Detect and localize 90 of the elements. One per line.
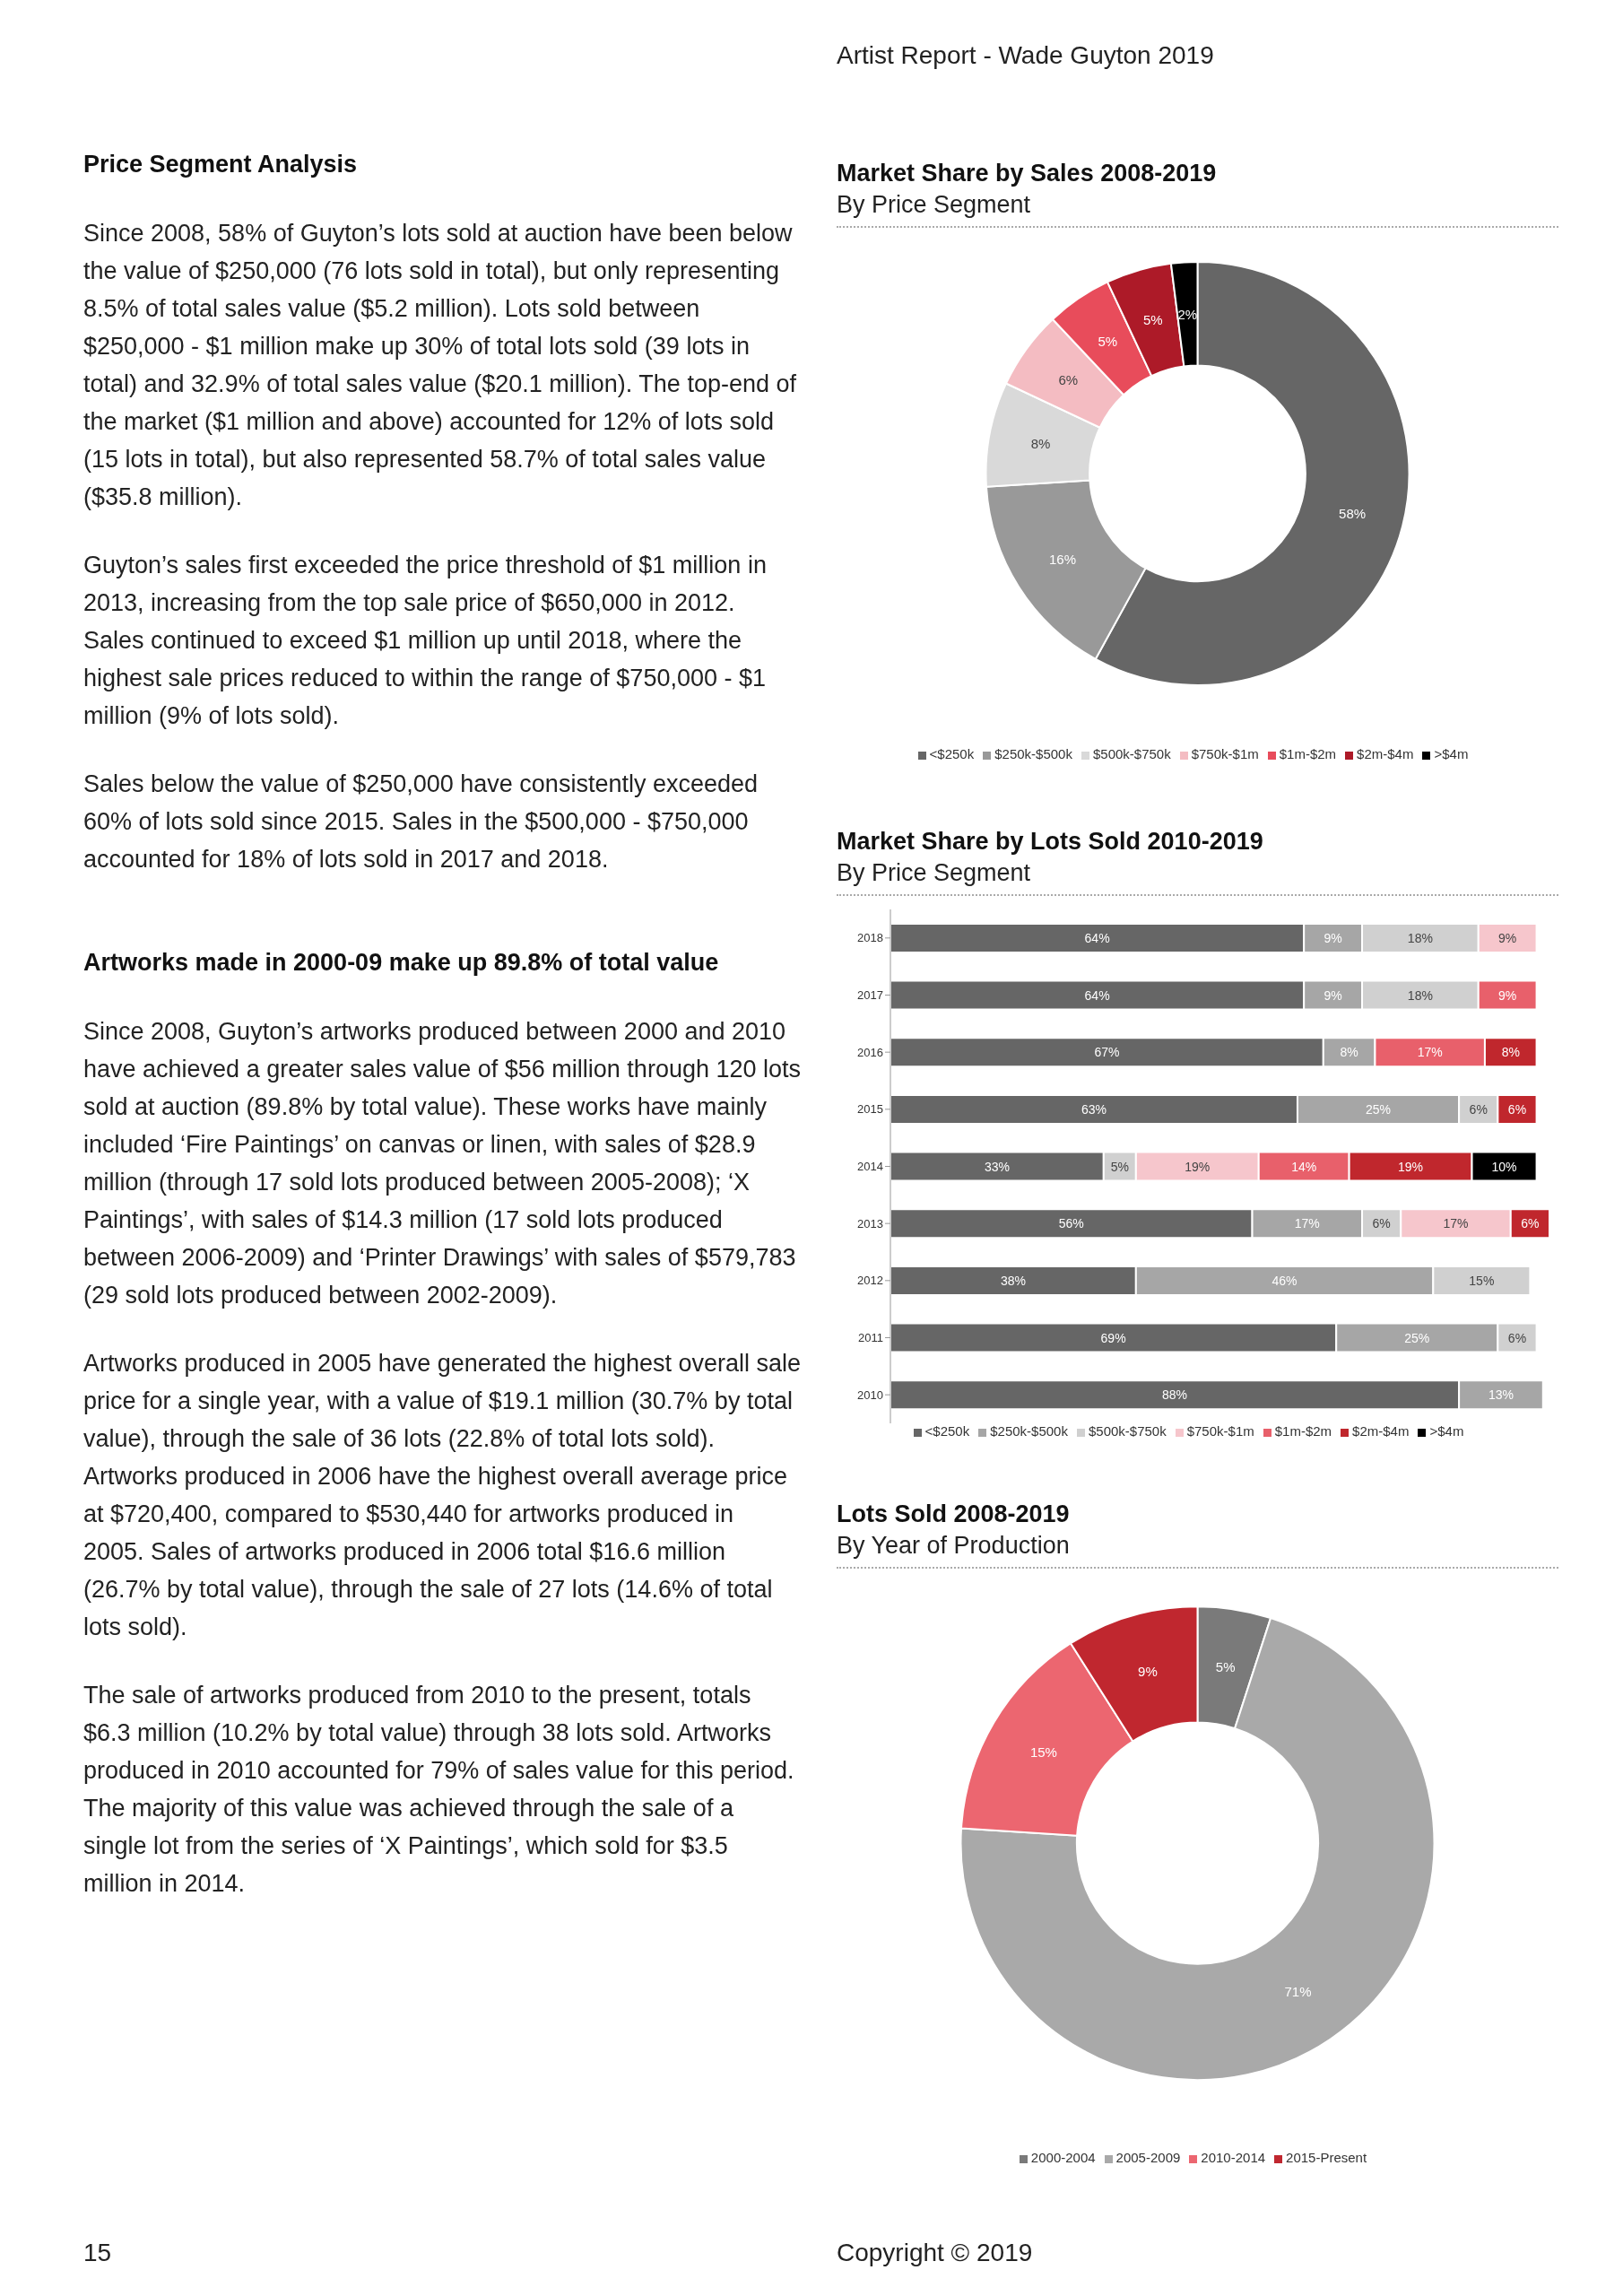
data-label: 19%: [1185, 1159, 1211, 1174]
y-tick-label: 2017: [857, 988, 883, 1003]
data-label: 69%: [1100, 1330, 1126, 1345]
data-label: 13%: [1488, 1387, 1514, 1403]
data-label: 46%: [1271, 1273, 1298, 1288]
legend-label: 2010-2014: [1201, 2150, 1266, 2165]
chart-title: Market Share by Sales 2008-2019: [837, 160, 1218, 187]
data-label: 14%: [1291, 1159, 1317, 1174]
data-label: 64%: [1084, 930, 1110, 945]
y-tick-label: 2010: [857, 1387, 883, 1402]
data-label: 2%: [1177, 306, 1198, 322]
legend-label: 2000-2004: [1030, 2150, 1096, 2165]
text: Artworks made in 2000-09 make up 89.8% of total value: [83, 949, 720, 977]
legend-label: 2015-Present: [1286, 2150, 1367, 2165]
legend-label: 2005-2009: [1115, 2150, 1181, 2165]
legend-label: <$250k: [929, 746, 975, 761]
data-label: 17%: [1443, 1216, 1469, 1231]
y-tick-label: 2018: [857, 931, 883, 945]
data-label: 25%: [1366, 1101, 1392, 1117]
y-tick-label: 2013: [857, 1216, 883, 1231]
text: 15: [83, 2239, 112, 2267]
chart-subtitle: By Year of Production: [837, 1532, 1071, 1560]
data-label: 9%: [1324, 987, 1342, 1003]
legend-label: $500k-$750k: [1092, 746, 1171, 761]
data-label: 6%: [1058, 371, 1079, 387]
data-label: 6%: [1469, 1101, 1488, 1117]
legend-label: $1m-$2m: [1274, 1423, 1332, 1439]
text: Sales below the value of $250,000 have consistently exceeded 60% of lots sold since 2015. Sales in the $500,000 - $750,000 accounted for 18% of lots sold in 2017 and 2018.: [83, 770, 759, 874]
data-label: 8%: [1030, 436, 1051, 452]
text: Guyton’s sales first exceeded the price threshold of $1 million in 2013, increasing from the top sale price of $650,000 in 2012. Sales continued to exceed $1 million up until 2018, where the highest sale prices reduced to within the range of $750,000 - $1 million (9% of lots sold).: [83, 551, 768, 731]
legend-label: >$4m: [1434, 746, 1469, 761]
y-tick-label: 2015: [857, 1102, 883, 1117]
data-label: 67%: [1094, 1045, 1120, 1060]
text: Artist Report - Wade Guyton 2019: [837, 41, 1214, 70]
data-label: 8%: [1501, 1045, 1520, 1060]
legend-label: $750k-$1m: [1191, 746, 1259, 761]
chart-subtitle: By Price Segment: [837, 191, 1032, 219]
legend-label: $2m-$4m: [1357, 746, 1414, 761]
data-label: 9%: [1498, 987, 1517, 1003]
legend-label: $500k-$750k: [1088, 1423, 1167, 1439]
data-label: 9%: [1138, 1664, 1158, 1680]
data-label: 6%: [1507, 1330, 1527, 1345]
text: Artworks produced in 2005 have generated the highest overall sale price for a single year, with a value of $19.1 million (30.7% by total value), through the sale of 36 lots (22.8% of total lots sold). Artworks produced in 2006 have the highest overall average price at $720,400, compared to $530,440 for artworks produced in 2005. Sales of artworks produced in 2006 total $16.6 million (26.7% by total value), through the sale of 27 lots (14.6% of total lots sold).: [83, 1349, 802, 1642]
data-label: 56%: [1058, 1216, 1084, 1231]
data-label: 15%: [1029, 1744, 1057, 1761]
data-label: 5%: [1110, 1159, 1129, 1174]
data-label: 15%: [1469, 1273, 1495, 1288]
text: Copyright © 2019: [837, 2239, 1033, 2267]
data-label: 19%: [1398, 1159, 1424, 1174]
data-label: 8%: [1340, 1045, 1358, 1060]
data-label: 18%: [1407, 930, 1433, 945]
chart-title: Lots Sold 2008-2019: [837, 1500, 1071, 1528]
data-label: 5%: [1215, 1658, 1236, 1674]
text: Since 2008, 58% of Guyton’s lots sold at auction have been below the value of $250,000 (76 lots sold in total), but only representing 8.5% of total sales value ($5.2 million). Lots sold between $250,000 - $1 million make up 30% of total lots sold (39 lots in total) and 32.9% of total sales value ($20.1 million). The top-end of the market ($1 million and above) accounted for 12% of lots sold (15 lots in total), but also represented 58.7% of total sales value ($35.8 million).: [83, 219, 797, 512]
text: The sale of artworks produced from 2010 to the present, totals $6.3 million (10.2% by total value) through 38 lots sold. Artworks produced in 2010 accounted for 79% of sales value for this period. The majority of this value was achieved through the sale of a single lot from the series of ‘X Paintings’, which sold for $3.5 million in 2014.: [83, 1681, 795, 1899]
y-tick-label: 2012: [857, 1274, 883, 1288]
data-label: 17%: [1294, 1216, 1320, 1231]
data-label: 18%: [1407, 987, 1433, 1003]
data-label: 38%: [1000, 1273, 1026, 1288]
data-label: 16%: [1049, 551, 1077, 567]
data-label: 33%: [984, 1159, 1010, 1174]
legend-label: <$250k: [924, 1423, 970, 1439]
data-label: 64%: [1084, 987, 1110, 1003]
legend-label: $750k-$1m: [1186, 1423, 1254, 1439]
text: Price Segment Analysis: [83, 151, 359, 178]
data-label: 17%: [1417, 1045, 1443, 1060]
legend-label: $250k-$500k: [990, 1423, 1068, 1439]
y-tick-label: 2011: [858, 1331, 883, 1345]
text: Since 2008, Guyton’s artworks produced between 2000 and 2010 have achieved a greater sales value of $56 million through 120 lots sold at auction (89.8% by total value). These works have mainly included ‘Fire Paintings’ on canvas or linen, with sales of $28.9 million (through 17 sold lots produced between 2005-2008); ‘X Paintings’, with sales of $14.3 million (17 sold lots produced between 2006-2009) and ‘Printer Drawings’ with sales of $579,783 (29 sold lots produced between 2002-2009).: [83, 1017, 802, 1310]
y-tick-label: 2016: [857, 1045, 883, 1059]
chart-title: Market Share by Lots Sold 2010-2019: [837, 828, 1264, 856]
legend-label: $1m-$2m: [1279, 746, 1337, 761]
data-label: 71%: [1284, 1983, 1312, 1999]
data-label: 5%: [1142, 312, 1163, 328]
y-tick-label: 2014: [857, 1160, 883, 1174]
data-label: 9%: [1498, 930, 1517, 945]
data-label: 88%: [1162, 1387, 1188, 1403]
data-label: 5%: [1098, 334, 1118, 350]
data-label: 63%: [1081, 1101, 1107, 1117]
data-label: 58%: [1339, 505, 1367, 521]
chart-subtitle: By Price Segment: [837, 859, 1032, 887]
data-label: 6%: [1521, 1216, 1540, 1231]
data-label: 6%: [1372, 1216, 1391, 1231]
legend-label: $2m-$4m: [1352, 1423, 1410, 1439]
data-label: 10%: [1491, 1159, 1517, 1174]
data-label: 9%: [1324, 930, 1342, 945]
legend-label: >$4m: [1429, 1423, 1464, 1439]
legend-label: $250k-$500k: [994, 746, 1072, 761]
data-label: 25%: [1404, 1330, 1430, 1345]
data-label: 6%: [1507, 1101, 1527, 1117]
